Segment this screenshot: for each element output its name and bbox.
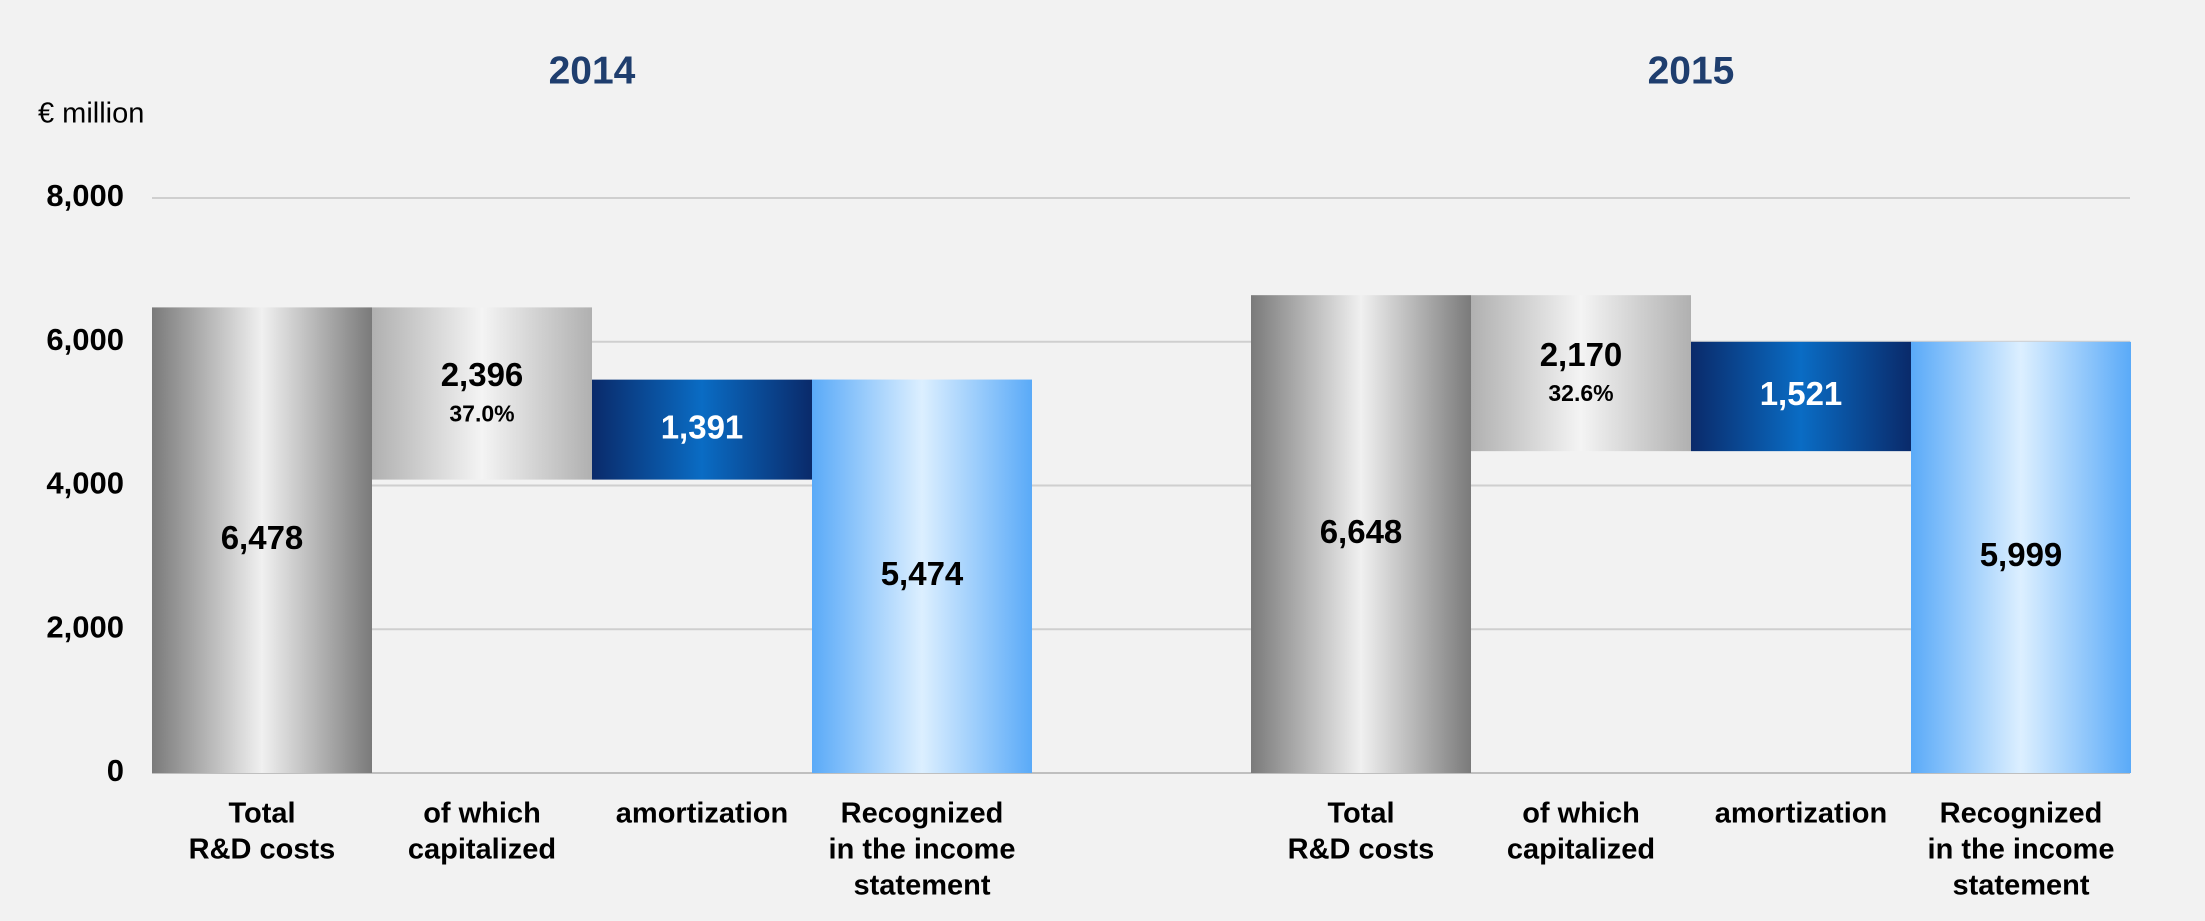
x-tick-label: Total <box>1327 798 1394 830</box>
value-label: 5,999 <box>1980 536 2063 573</box>
value-label: 6,478 <box>221 519 304 556</box>
bar <box>1471 295 1691 452</box>
group-title: 2014 <box>549 49 636 92</box>
group-title: 2015 <box>1648 49 1735 92</box>
x-tick-label: of which <box>423 798 541 830</box>
bar <box>1251 295 1471 773</box>
x-tick-label: R&D costs <box>189 834 336 866</box>
x-tick-label: amortization <box>1715 798 1887 830</box>
bar <box>1691 341 1911 452</box>
x-tick-label: statement <box>1953 870 2090 902</box>
y-tick-label: 6,000 <box>46 322 124 357</box>
share-label: 32.6% <box>1548 380 1613 406</box>
y-tick-label: 2,000 <box>46 609 124 644</box>
x-tick-label: Total <box>228 798 295 830</box>
x-tick-label: capitalized <box>408 834 556 866</box>
bar <box>812 379 1032 773</box>
value-label: 1,391 <box>661 408 744 445</box>
y-tick-label: 0 <box>107 753 124 788</box>
x-tick-label: capitalized <box>1507 834 1655 866</box>
value-label: 1,521 <box>1760 375 1843 412</box>
y-tick-label: 4,000 <box>46 466 124 501</box>
bar <box>152 307 372 773</box>
bar <box>372 307 592 480</box>
y-tick-label: 8,000 <box>46 178 124 213</box>
value-label: 2,170 <box>1540 336 1623 373</box>
value-label: 6,648 <box>1320 513 1403 550</box>
x-tick-label: Recognized <box>1940 798 2103 830</box>
x-tick-label: of which <box>1522 798 1640 830</box>
y-axis-label: € million <box>38 98 144 130</box>
x-tick-label: statement <box>854 870 991 902</box>
bar <box>1911 341 2131 773</box>
value-label: 5,474 <box>881 555 964 592</box>
value-label: 2,396 <box>441 356 524 393</box>
x-tick-label: in the income <box>1928 834 2115 866</box>
x-tick-label: in the income <box>829 834 1016 866</box>
x-tick-label: R&D costs <box>1288 834 1435 866</box>
x-tick-label: Recognized <box>841 798 1004 830</box>
bar <box>592 379 812 480</box>
x-tick-label: amortization <box>616 798 788 830</box>
share-label: 37.0% <box>449 401 514 427</box>
